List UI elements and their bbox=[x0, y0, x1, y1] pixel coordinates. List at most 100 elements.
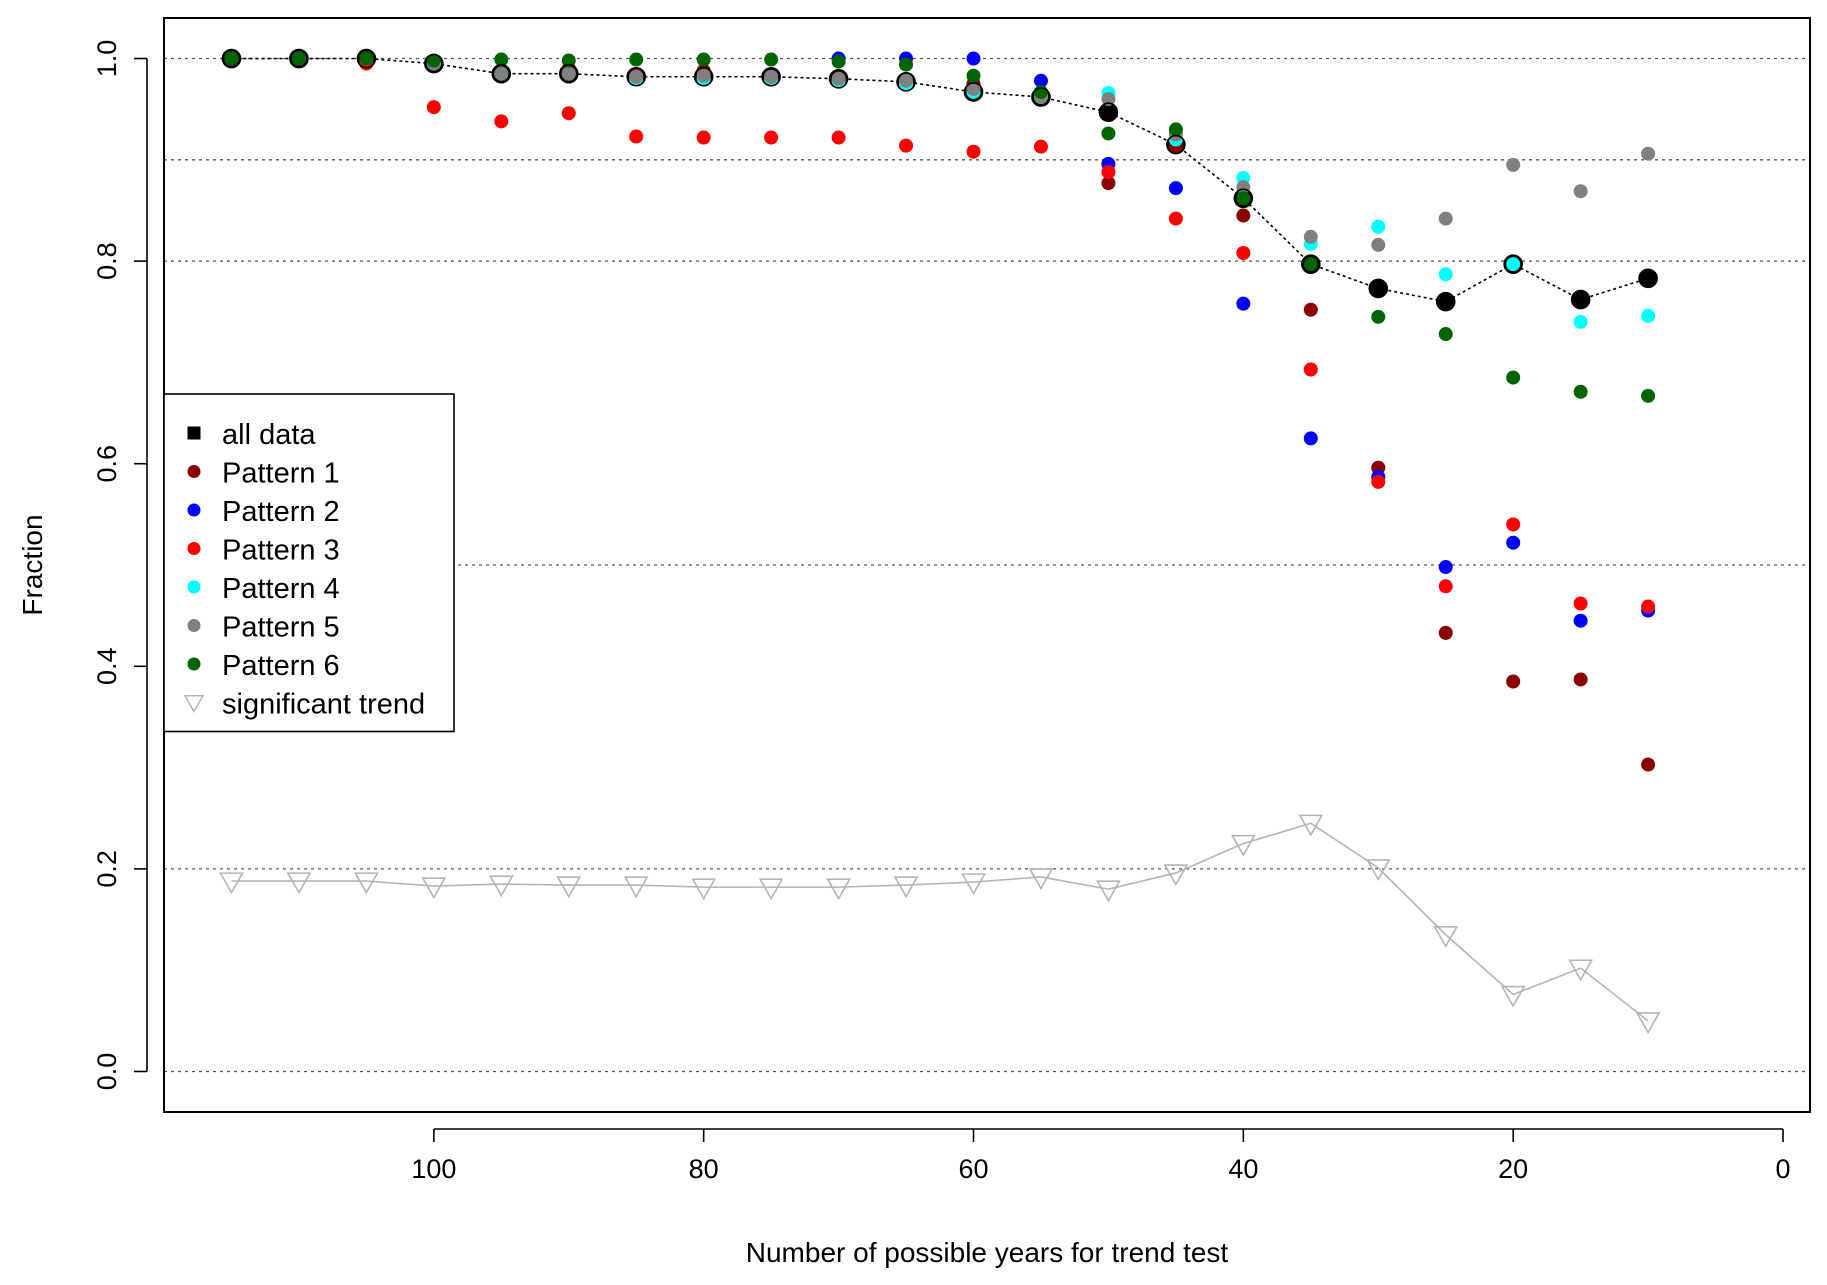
pattern-6-point bbox=[696, 52, 711, 67]
pattern-3-point bbox=[561, 106, 576, 121]
data-points bbox=[219, 48, 1661, 1035]
y-tick-label: 0.8 bbox=[92, 242, 122, 280]
all-data-ring bbox=[963, 82, 984, 102]
pattern-5-point bbox=[494, 66, 509, 81]
pattern-2-point bbox=[1438, 560, 1453, 575]
legend-box bbox=[163, 393, 455, 733]
pattern-2-point bbox=[1573, 613, 1588, 628]
pattern-6-point bbox=[764, 52, 779, 67]
pattern-3-point bbox=[1033, 139, 1048, 154]
x-tick-label: 40 bbox=[1228, 1154, 1258, 1184]
significant-trend-point bbox=[556, 876, 582, 899]
significant-trend-point bbox=[421, 877, 447, 900]
pattern-6-point bbox=[1101, 126, 1116, 141]
pattern-3-point bbox=[764, 130, 779, 145]
pattern-3-point bbox=[1506, 517, 1521, 532]
pattern-6-point bbox=[1371, 309, 1386, 324]
pattern-6-point bbox=[291, 51, 306, 66]
all-data-ring bbox=[1368, 278, 1389, 299]
x-tick-label: 80 bbox=[689, 1154, 719, 1184]
significant-trend-point bbox=[286, 872, 312, 895]
pattern-1-point bbox=[1303, 302, 1318, 317]
y-tick-label: 1.0 bbox=[92, 40, 122, 78]
pattern-3-point bbox=[629, 129, 644, 144]
all-data-point bbox=[1639, 269, 1658, 288]
pattern-3-point bbox=[1168, 211, 1183, 226]
pattern-2-point bbox=[1033, 73, 1048, 88]
significant-trend-point bbox=[1568, 959, 1594, 982]
all-data-point bbox=[1369, 279, 1388, 298]
pattern-5-point bbox=[764, 69, 779, 84]
pattern-5-point bbox=[966, 81, 981, 96]
pattern-3-point bbox=[1371, 474, 1386, 489]
pattern-3-point bbox=[494, 114, 509, 129]
pattern-3-point bbox=[1573, 596, 1588, 611]
pattern-3-point bbox=[1101, 164, 1116, 179]
significant-trend-point bbox=[1230, 834, 1256, 857]
all-data-ring bbox=[626, 66, 647, 87]
x-axis: 100 80 60 40 20 0 bbox=[411, 1128, 1791, 1184]
pattern-6-point bbox=[1506, 370, 1521, 385]
pattern-5-point bbox=[1371, 237, 1386, 252]
legend: all data Pattern 1 Pattern 2 Pattern 3 Patte… bbox=[163, 393, 455, 733]
legend-label-pattern-5: Pattern 5 bbox=[222, 612, 340, 644]
significant-trend-point bbox=[893, 876, 919, 899]
pattern-6-point bbox=[1168, 122, 1183, 137]
all-data-ring bbox=[1435, 291, 1456, 312]
x-tick-label: 100 bbox=[411, 1154, 456, 1184]
significant-trend-point bbox=[826, 878, 851, 901]
pattern-6-point bbox=[1236, 191, 1251, 206]
pattern-6-point bbox=[494, 52, 509, 67]
pattern-6-point bbox=[1033, 84, 1048, 99]
pattern-3-point bbox=[899, 138, 914, 153]
pattern-5-point bbox=[1101, 92, 1116, 107]
significant-trend-point bbox=[1500, 985, 1526, 1008]
pattern-6-point bbox=[899, 57, 914, 72]
pattern-6-point bbox=[561, 53, 576, 68]
pattern-5-point bbox=[1641, 146, 1656, 161]
all-data-ring bbox=[1570, 289, 1591, 310]
pattern-4-point bbox=[1506, 257, 1521, 272]
legend-marker-pattern-4 bbox=[187, 580, 201, 594]
pattern-4-point bbox=[1573, 314, 1588, 329]
pattern-6-point bbox=[359, 51, 374, 66]
all-data-ring bbox=[896, 72, 916, 92]
all-data-ring bbox=[356, 48, 377, 69]
pattern-5-point bbox=[899, 73, 914, 88]
pattern-5-point bbox=[561, 66, 576, 81]
pattern-5-point bbox=[1506, 157, 1521, 172]
all-data-ring bbox=[761, 66, 781, 87]
legend-label-pattern-6: Pattern 6 bbox=[222, 650, 340, 682]
y-axis: 0.0 0.2 0.4 0.6 0.8 1.0 bbox=[92, 40, 148, 1090]
pattern-6-point bbox=[966, 68, 981, 83]
significant-trend-point bbox=[1365, 859, 1391, 882]
pattern-3-point bbox=[831, 130, 846, 145]
pattern-2-point bbox=[966, 51, 981, 66]
pattern-3-point bbox=[1303, 362, 1318, 377]
pattern-3-point bbox=[1438, 579, 1453, 594]
pattern-6-point bbox=[1438, 327, 1453, 342]
pattern-1-point bbox=[1236, 208, 1251, 223]
pattern-3-point bbox=[966, 144, 981, 159]
pattern-5-point bbox=[629, 69, 644, 84]
legend-label-pattern-4: Pattern 4 bbox=[222, 573, 340, 605]
legend-label-pattern-3: Pattern 3 bbox=[222, 535, 340, 567]
pattern-6-point bbox=[426, 53, 441, 68]
all-data-ring bbox=[558, 63, 579, 84]
y-tick-label: 0.4 bbox=[92, 648, 122, 686]
pattern-6-point bbox=[1573, 384, 1588, 399]
significant-trend-point bbox=[1163, 864, 1189, 887]
significant-trend-point bbox=[1028, 868, 1054, 891]
pattern-3-point bbox=[1236, 246, 1251, 261]
significant-trend-point bbox=[1298, 814, 1324, 837]
pattern-1-point bbox=[1641, 757, 1656, 772]
significant-trend-point bbox=[758, 878, 784, 901]
significant-trend-line bbox=[231, 822, 1649, 1022]
legend-label-all-data: all data bbox=[222, 419, 316, 451]
pattern-3-point bbox=[696, 130, 711, 145]
significant-trend-point bbox=[1433, 926, 1459, 948]
pattern-5-point bbox=[1303, 229, 1318, 244]
significant-trend-point bbox=[354, 872, 379, 895]
x-tick-label: 60 bbox=[958, 1154, 988, 1184]
all-data-ring bbox=[221, 48, 242, 69]
